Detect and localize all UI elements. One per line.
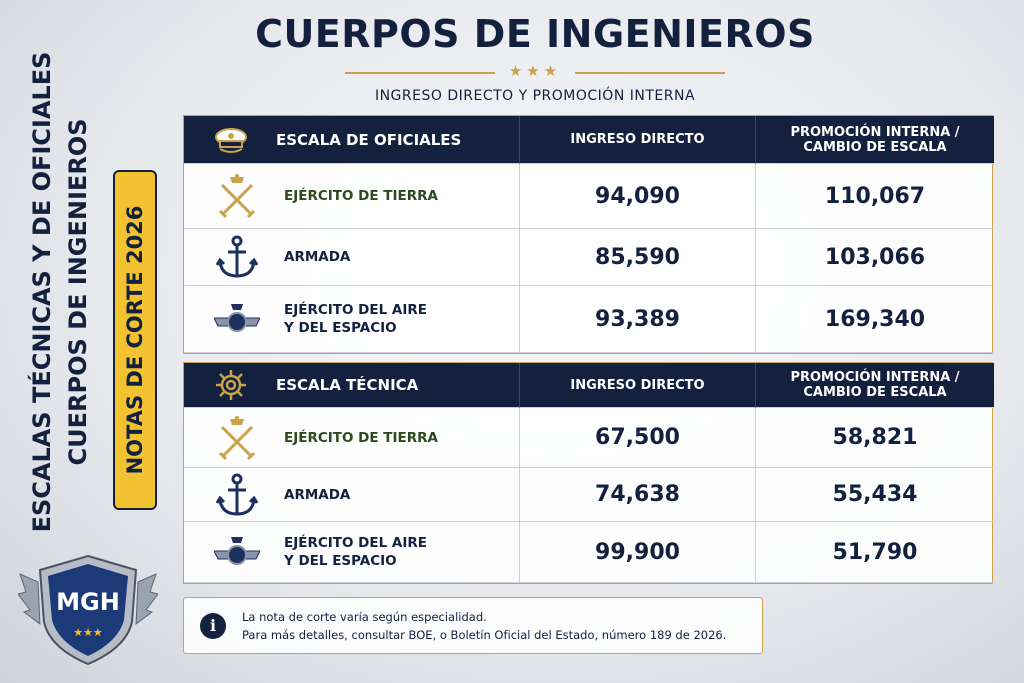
- table: ESCALA TÉCNICA INGRESO DIRECTO PROMOCIÓN I…: [183, 362, 994, 584]
- column-header: INGRESO DIRECTO: [519, 363, 755, 408]
- title-rule: [575, 72, 725, 74]
- header-line: PROMOCIÓN INTERNA /: [790, 124, 960, 140]
- column-header-text: ESCALA TÉCNICA: [276, 376, 418, 394]
- header-line: ESCALA DE OFICIALES: [276, 130, 462, 149]
- score: 103,066: [755, 229, 994, 286]
- row-label-cell: EJÉRCITO DE TIERRA: [184, 164, 519, 229]
- score: 67,500: [519, 408, 755, 468]
- row-label-line: ARMADA: [284, 486, 351, 503]
- row-label: EJÉRCITO DEL AIRE Y DEL ESPACIO: [284, 301, 427, 337]
- column-header: PROMOCIÓN INTERNA / CAMBIO DE ESCALA: [755, 116, 994, 164]
- row-label-cell: EJÉRCITO DEL AIRE Y DEL ESPACIO: [184, 286, 519, 353]
- header-line: INGRESO DIRECTO: [570, 132, 705, 147]
- logo-text: MGH: [56, 588, 120, 616]
- header-icon: [214, 368, 248, 402]
- score: 74,638: [519, 468, 755, 522]
- logo-stars: ★★★: [73, 626, 103, 639]
- row-label-cell: EJÉRCITO DEL AIRE Y DEL ESPACIO: [184, 522, 519, 583]
- side-heading: ESCALAS TÉCNICAS Y DE OFICIALES CUERPOS …: [20, 27, 100, 557]
- branch-icon: [214, 415, 260, 461]
- note-box: i La nota de corte varía según especiali…: [183, 597, 763, 654]
- note-line: Para más detalles, consultar BOE, o Bole…: [242, 628, 727, 642]
- score: 99,900: [519, 522, 755, 583]
- row-label-line: EJÉRCITO DE TIERRA: [284, 429, 438, 446]
- score: 93,389: [519, 286, 755, 353]
- column-header-text: INGRESO DIRECTO: [570, 132, 704, 147]
- header-line: INGRESO DIRECTO: [570, 377, 705, 393]
- header-line: CAMBIO DE ESCALA: [803, 385, 947, 400]
- logo: MGH ★★★: [18, 554, 158, 666]
- row-label-line: Y DEL ESPACIO: [284, 320, 397, 336]
- branch-icon: [213, 529, 261, 575]
- column-header-text: PROMOCIÓN INTERNA / CAMBIO DE ESCALA: [790, 125, 959, 155]
- row-label: EJÉRCITO DE TIERRA: [284, 187, 438, 205]
- column-header: ESCALA TÉCNICA: [184, 363, 519, 408]
- subtitle: INGRESO DIRECTO Y PROMOCIÓN INTERNA: [374, 88, 696, 104]
- column-header-text: INGRESO DIRECTO: [570, 378, 704, 393]
- title-stars: ★★★: [508, 62, 562, 80]
- score: 51,790: [755, 522, 994, 583]
- branch-icon: [214, 472, 260, 518]
- score: 110,067: [755, 164, 994, 229]
- badge-text: NOTAS DE CORTE 2026: [123, 205, 147, 475]
- column-header-text: PROMOCIÓN INTERNA / CAMBIO DE ESCALA: [790, 370, 959, 400]
- note-text: La nota de corte varía según especialida…: [242, 608, 726, 644]
- row-label: EJÉRCITO DE TIERRA: [284, 429, 438, 447]
- column-header: ESCALA DE OFICIALES: [184, 116, 519, 164]
- info-icon: i: [200, 613, 226, 639]
- row-label: EJÉRCITO DEL AIRE Y DEL ESPACIO: [284, 534, 427, 570]
- row-label-line: Y DEL ESPACIO: [284, 553, 397, 569]
- column-header-text: ESCALA DE OFICIALES: [276, 131, 461, 149]
- score: 94,090: [519, 164, 755, 229]
- row-label-line: EJÉRCITO DEL AIRE: [284, 535, 427, 551]
- score: 169,340: [755, 286, 994, 353]
- score: 58,821: [755, 408, 994, 468]
- badge: NOTAS DE CORTE 2026: [113, 170, 157, 510]
- score: 85,590: [519, 229, 755, 286]
- note-line: La nota de corte varía según especialida…: [242, 610, 487, 624]
- side-line: ESCALAS TÉCNICAS Y DE OFICIALES: [28, 51, 56, 533]
- branch-icon: [214, 173, 260, 219]
- header-icon: [214, 123, 248, 157]
- row-label-cell: ARMADA: [184, 229, 519, 286]
- row-label-cell: ARMADA: [184, 468, 519, 522]
- row-label-line: EJÉRCITO DEL AIRE: [284, 302, 427, 318]
- row-label: ARMADA: [284, 486, 350, 504]
- row-label-line: ARMADA: [284, 249, 351, 265]
- score: 55,434: [755, 468, 994, 522]
- branch-icon: [213, 296, 261, 342]
- header-line: CAMBIO DE ESCALA: [803, 139, 947, 155]
- row-label: ARMADA: [284, 248, 350, 266]
- row-label-line: EJÉRCITO DE TIERRA: [284, 188, 438, 204]
- column-header: INGRESO DIRECTO: [519, 116, 755, 164]
- table: ESCALA DE OFICIALES INGRESO DIRECTO PROMOC…: [183, 115, 994, 354]
- header-line: PROMOCIÓN INTERNA /: [790, 370, 960, 385]
- branch-icon: [214, 234, 260, 280]
- title-rule: [345, 72, 495, 74]
- side-line: CUERPOS DE INGENIEROS: [64, 118, 92, 466]
- row-label-cell: EJÉRCITO DE TIERRA: [184, 408, 519, 468]
- column-header: PROMOCIÓN INTERNA / CAMBIO DE ESCALA: [755, 363, 994, 408]
- title: CUERPOS DE INGENIEROS: [255, 12, 815, 56]
- header-line: ESCALA TÉCNICA: [276, 376, 419, 394]
